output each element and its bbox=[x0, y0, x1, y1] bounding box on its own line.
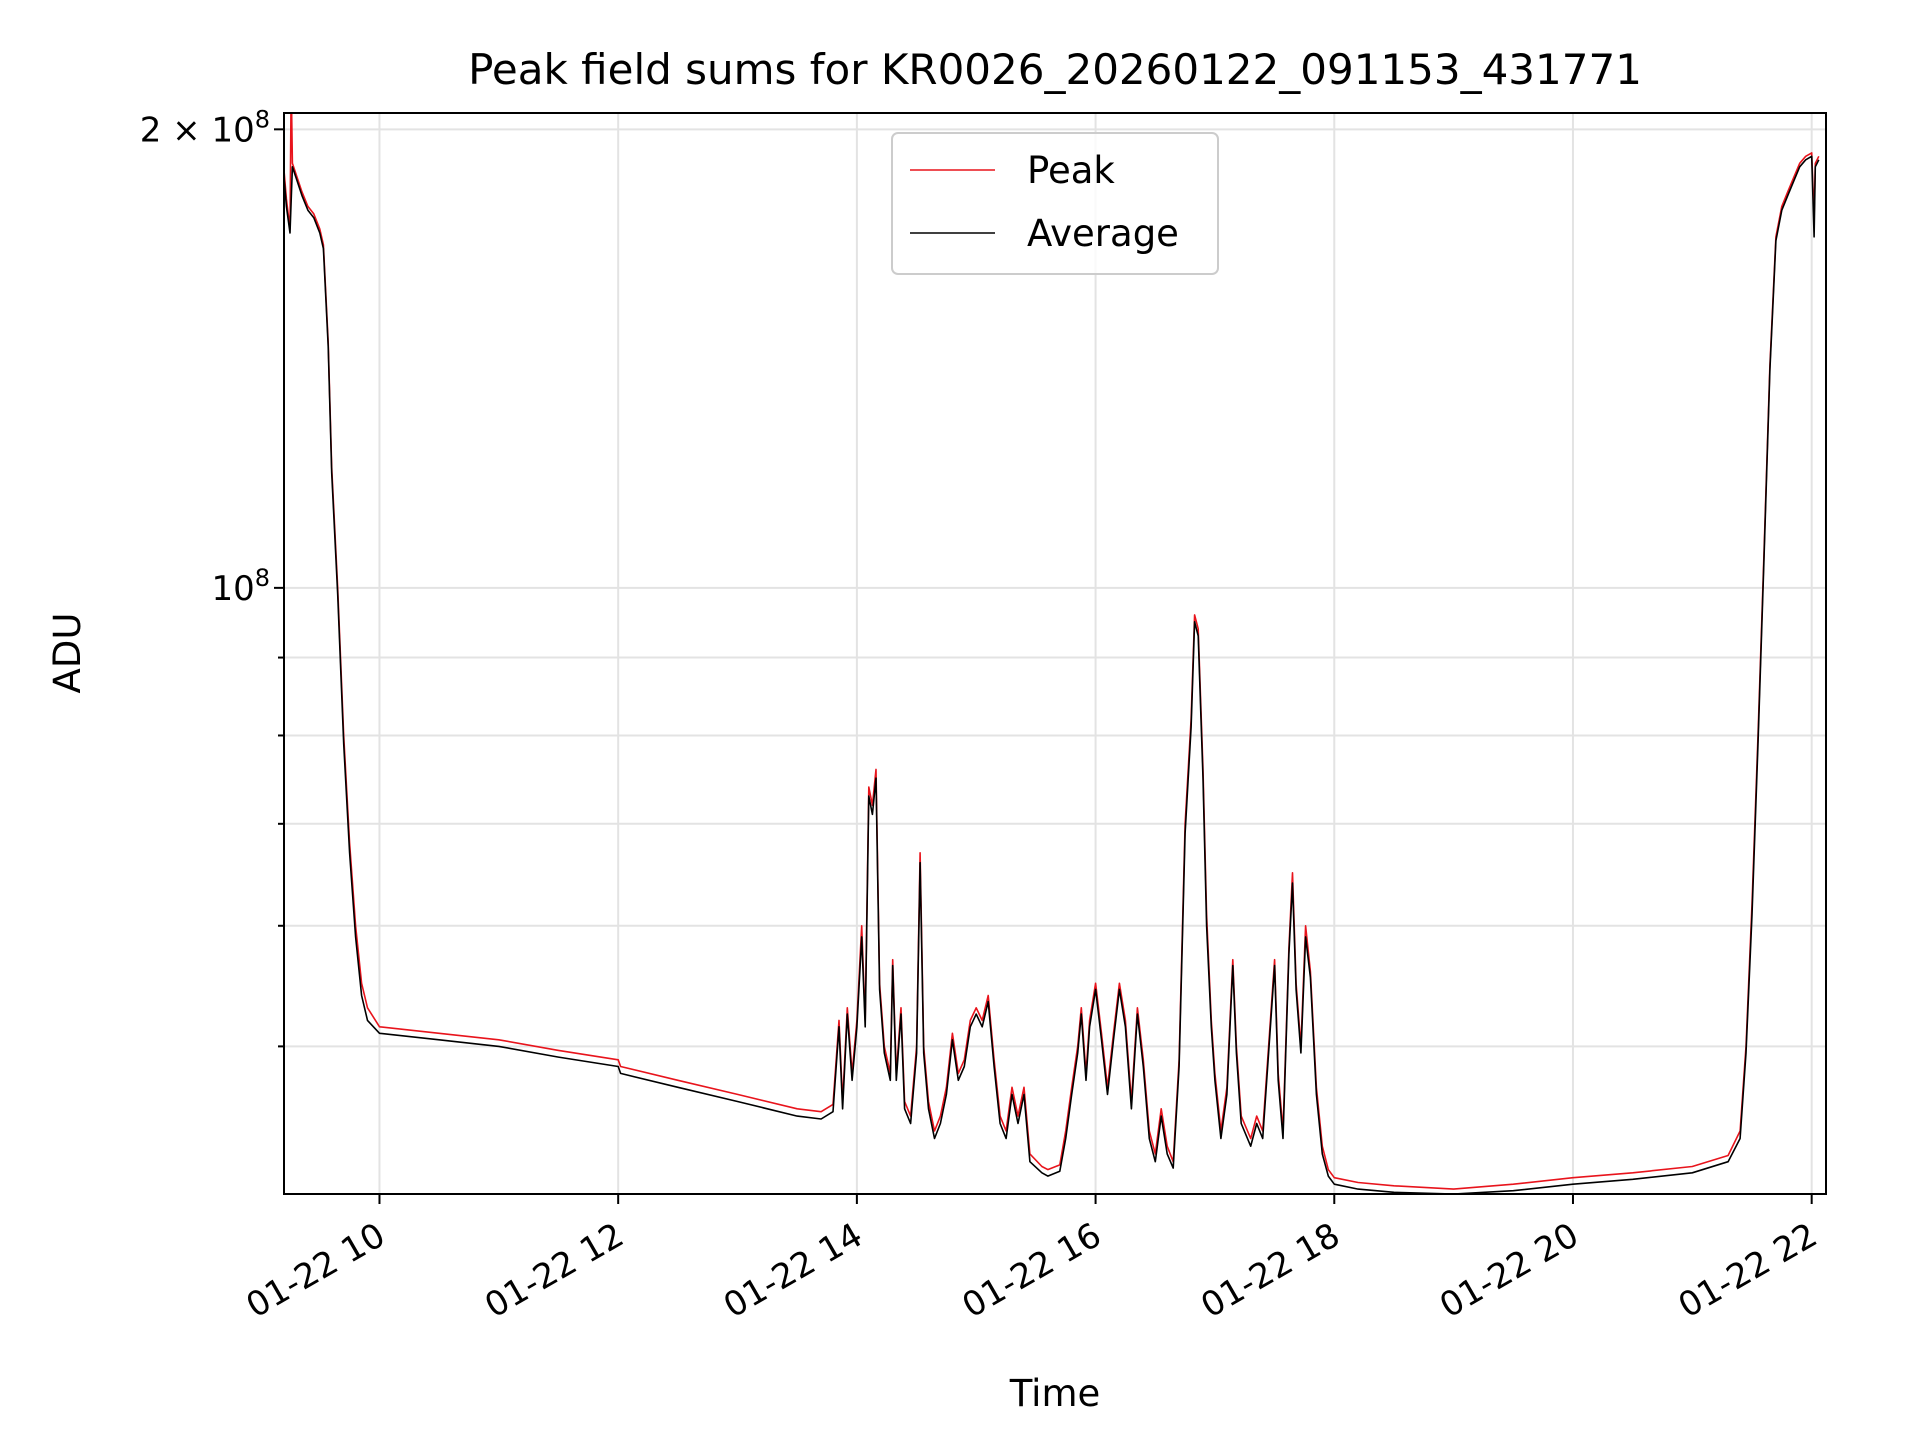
y-tick-label: 2 × 108 bbox=[140, 105, 270, 150]
plot-frame bbox=[283, 112, 1827, 1195]
grid bbox=[284, 113, 1826, 1194]
series-line-average bbox=[284, 155, 1820, 1194]
x-axis-label: Time bbox=[1009, 1372, 1101, 1415]
y-axis-label: ADU bbox=[46, 613, 89, 694]
legend-label-average: Average bbox=[1027, 212, 1179, 255]
legend-box bbox=[891, 132, 1219, 275]
series-line-peak bbox=[284, 113, 1820, 1190]
series-layer bbox=[284, 113, 1820, 1194]
y-tick-label: 108 bbox=[211, 564, 270, 609]
legend-label-peak: Peak bbox=[1027, 149, 1115, 192]
y-axis: 108 2 × 108 bbox=[140, 105, 284, 1048]
legend: Peak Average bbox=[891, 132, 1219, 275]
chart-title: Peak field sums for KR0026_20260122_0911… bbox=[468, 45, 1642, 94]
